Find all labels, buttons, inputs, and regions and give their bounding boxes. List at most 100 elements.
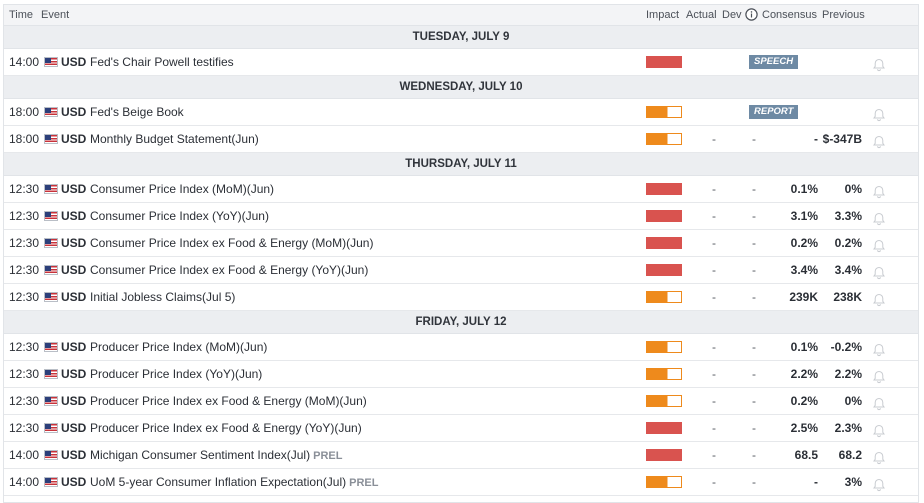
- event-name[interactable]: Producer Price Index ex Food & Energy (Y…: [90, 421, 362, 435]
- bell-icon[interactable]: [872, 263, 886, 280]
- consensus-value: 3.1%: [790, 209, 818, 223]
- event-name[interactable]: Michigan Consumer Sentiment Index(Jul): [90, 448, 311, 462]
- dev-value: -: [752, 236, 756, 250]
- consensus-value: 2.2%: [790, 367, 818, 381]
- us-flag-icon: [44, 211, 58, 221]
- table-row[interactable]: 14:00 USD Michigan Consumer Sentiment Inde…: [4, 442, 918, 469]
- table-row[interactable]: 12:30 USD Consumer Price Index (MoM)(Jun) -…: [4, 176, 918, 203]
- bell-icon[interactable]: [872, 55, 886, 72]
- event-name[interactable]: Consumer Price Index ex Food & Energy (Y…: [90, 263, 369, 277]
- event-name[interactable]: Producer Price Index (YoY)(Jun): [90, 367, 263, 381]
- prel-tag: PREL: [349, 477, 379, 489]
- column-actual[interactable]: Actual: [686, 9, 717, 21]
- bell-icon[interactable]: [872, 290, 886, 307]
- table-row[interactable]: 12:30 USD Consumer Price Index ex Food & E…: [4, 230, 918, 257]
- table-row[interactable]: 14:00 USD Fed's Chair Powell testifies SPEE…: [4, 49, 918, 76]
- consensus-value: 0.2%: [790, 394, 818, 408]
- table-row[interactable]: 12:30 USD Producer Price Index (MoM)(Jun) -…: [4, 334, 918, 361]
- event-name[interactable]: Producer Price Index ex Food & Energy (M…: [90, 394, 367, 408]
- table-row[interactable]: 18:00 USD Fed's Beige Book REPORT: [4, 99, 918, 126]
- consensus-value: -: [814, 132, 818, 146]
- us-flag-icon: [44, 369, 58, 379]
- event-name-cell[interactable]: Fed's Chair Powell testifies: [90, 49, 234, 75]
- bell-icon[interactable]: [872, 132, 886, 149]
- bell-icon[interactable]: [872, 475, 886, 492]
- consensus-value: 3.4%: [790, 263, 818, 277]
- event-currency: USD: [61, 290, 87, 304]
- bell-icon[interactable]: [872, 209, 886, 226]
- bell-icon[interactable]: [872, 236, 886, 253]
- event-name-cell[interactable]: Consumer Price Index ex Food & Energy (M…: [90, 230, 373, 256]
- consensus-value: 0.2%: [790, 236, 818, 250]
- event-name-cell[interactable]: Consumer Price Index ex Food & Energy (Y…: [90, 257, 368, 283]
- event-name-cell[interactable]: Producer Price Index (MoM)(Jun): [90, 334, 267, 360]
- actual-value: -: [712, 394, 716, 408]
- previous-value: 0.2%: [834, 236, 862, 250]
- us-flag-icon: [44, 57, 58, 67]
- bell-icon[interactable]: [872, 394, 886, 411]
- bell-icon[interactable]: [872, 105, 886, 122]
- table-row[interactable]: 12:30 USD Producer Price Index ex Food & E…: [4, 388, 918, 415]
- table-row[interactable]: 12:30 USD Initial Jobless Claims(Jul 5) - - 2…: [4, 284, 918, 311]
- bell-icon[interactable]: [872, 421, 886, 438]
- impact-medium-bar: [646, 395, 682, 407]
- previous-value: 0%: [844, 394, 862, 408]
- event-name-cell[interactable]: Monthly Budget Statement(Jun): [90, 126, 259, 152]
- event-name-cell[interactable]: Producer Price Index ex Food & Energy (M…: [90, 388, 367, 414]
- dev-value: -: [752, 340, 756, 354]
- economic-calendar: Time Event Impact Actual Dev Consensus P…: [3, 4, 919, 503]
- column-previous[interactable]: Previous: [822, 9, 865, 21]
- event-name[interactable]: Producer Price Index (MoM)(Jun): [90, 340, 268, 354]
- column-impact[interactable]: Impact: [646, 9, 680, 21]
- event-time: 12:30: [9, 263, 40, 277]
- previous-value: 2.3%: [834, 421, 862, 435]
- event-name[interactable]: Consumer Price Index (MoM)(Jun): [90, 182, 275, 196]
- previous-value: 2.2%: [834, 367, 862, 381]
- us-flag-icon: [44, 396, 58, 406]
- event-name-cell[interactable]: Fed's Beige Book: [90, 99, 184, 125]
- event-name-cell[interactable]: Consumer Price Index (MoM)(Jun): [90, 176, 274, 202]
- bell-icon[interactable]: [872, 448, 886, 465]
- event-name[interactable]: Fed's Chair Powell testifies: [90, 55, 234, 69]
- bell-icon[interactable]: [872, 367, 886, 384]
- column-consensus[interactable]: Consensus: [762, 9, 818, 21]
- day-header: FRIDAY, JULY 12: [4, 311, 918, 334]
- event-name-cell[interactable]: Initial Jobless Claims(Jul 5): [90, 284, 235, 310]
- table-row[interactable]: 14:00 USD UoM 5-year Consumer Inflation Ex…: [4, 469, 918, 496]
- consensus-value: 239K: [789, 290, 818, 304]
- table-row[interactable]: 12:30 USD Producer Price Index (YoY)(Jun) -…: [4, 361, 918, 388]
- table-row[interactable]: 12:30 USD Consumer Price Index ex Food & E…: [4, 257, 918, 284]
- column-dev[interactable]: Dev: [722, 9, 742, 21]
- event-name-cell[interactable]: Producer Price Index (YoY)(Jun): [90, 361, 262, 387]
- event-name-cell[interactable]: Producer Price Index ex Food & Energy (Y…: [90, 415, 362, 441]
- column-time[interactable]: Time: [9, 9, 34, 21]
- actual-value: -: [712, 475, 716, 489]
- event-name[interactable]: Consumer Price Index ex Food & Energy (M…: [90, 236, 374, 250]
- event-name[interactable]: Consumer Price Index (YoY)(Jun): [90, 209, 269, 223]
- column-event[interactable]: Event: [41, 9, 70, 21]
- bell-icon[interactable]: [872, 182, 886, 199]
- consensus-value: -: [814, 475, 818, 489]
- actual-value: -: [712, 236, 716, 250]
- event-name[interactable]: Monthly Budget Statement(Jun): [90, 132, 259, 146]
- event-name-cell[interactable]: Michigan Consumer Sentiment Index(Jul) PR…: [90, 442, 342, 469]
- impact-medium-bar: [646, 476, 682, 488]
- event-name[interactable]: Fed's Beige Book: [90, 105, 184, 119]
- bell-icon[interactable]: [872, 340, 886, 357]
- event-currency: USD: [61, 132, 87, 146]
- event-name-cell[interactable]: UoM 5-year Consumer Inflation Expectatio…: [90, 469, 378, 496]
- previous-value: 238K: [833, 290, 862, 304]
- event-type-badge: SPEECH: [749, 55, 799, 69]
- info-icon[interactable]: [745, 8, 758, 24]
- us-flag-icon: [44, 134, 58, 144]
- us-flag-icon: [44, 184, 58, 194]
- us-flag-icon: [44, 107, 58, 117]
- table-row[interactable]: 18:00 USD Monthly Budget Statement(Jun) - - -…: [4, 126, 918, 153]
- table-row[interactable]: 12:30 USD Producer Price Index ex Food & E…: [4, 415, 918, 442]
- event-time: 12:30: [9, 421, 40, 435]
- dev-value: -: [752, 394, 756, 408]
- event-name[interactable]: UoM 5-year Consumer Inflation Expectatio…: [90, 475, 347, 489]
- event-name[interactable]: Initial Jobless Claims(Jul 5): [90, 290, 236, 304]
- table-row[interactable]: 12:30 USD Consumer Price Index (YoY)(Jun) -…: [4, 203, 918, 230]
- event-name-cell[interactable]: Consumer Price Index (YoY)(Jun): [90, 203, 269, 229]
